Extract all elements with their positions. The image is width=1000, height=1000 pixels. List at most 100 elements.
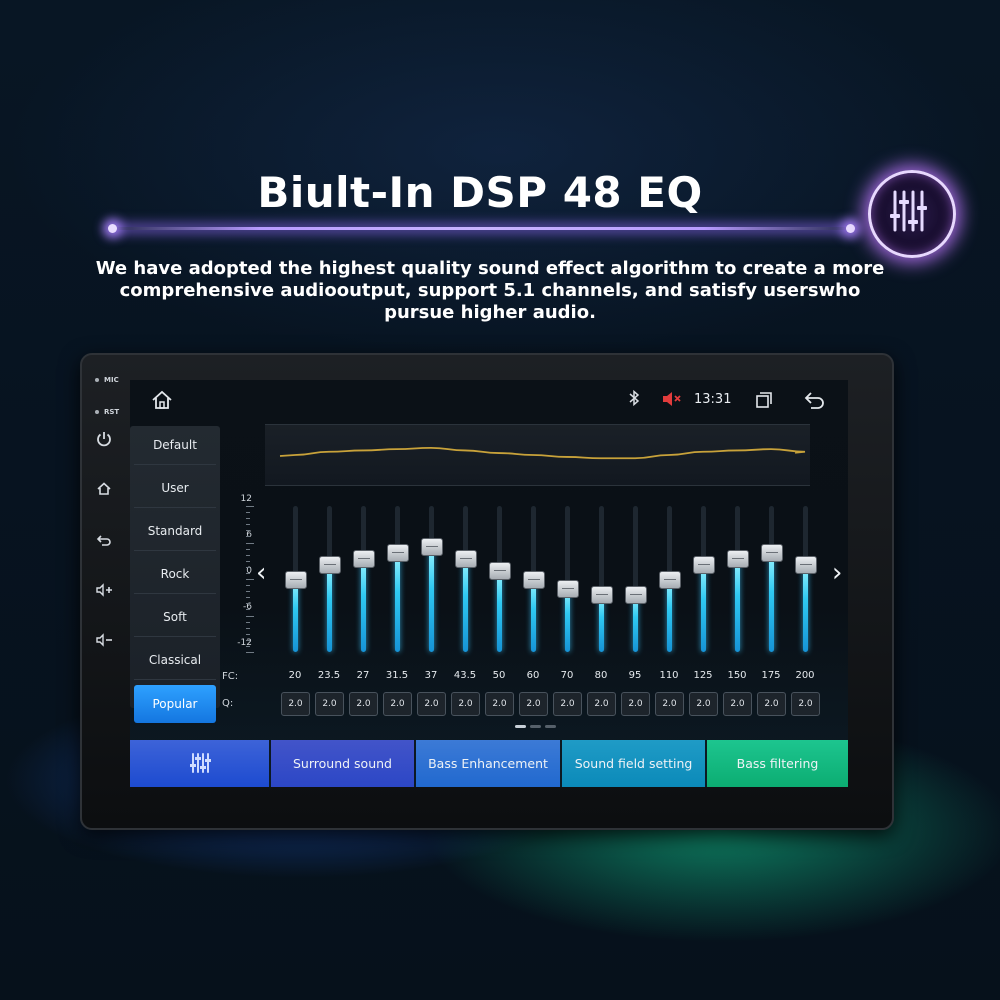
- bluetooth-icon[interactable]: [627, 389, 641, 411]
- preset-soft[interactable]: Soft: [134, 598, 216, 637]
- clock: 13:31: [694, 392, 732, 407]
- q-value-box[interactable]: 2.0: [553, 692, 582, 716]
- back-icon[interactable]: [94, 530, 114, 550]
- q-value-box[interactable]: 2.0: [485, 692, 514, 716]
- home-icon[interactable]: [94, 479, 114, 499]
- q-value-box[interactable]: 2.0: [723, 692, 752, 716]
- eq-band-track[interactable]: [598, 506, 604, 652]
- subtitle-line: We have adopted the highest quality soun…: [95, 258, 885, 279]
- q-value-box[interactable]: 2.0: [757, 692, 786, 716]
- eq-band-knob[interactable]: [659, 571, 681, 589]
- scale-tick: [246, 530, 250, 532]
- volume-down-icon[interactable]: [94, 630, 114, 650]
- q-value-box[interactable]: 2.0: [451, 692, 480, 716]
- page-dot[interactable]: [530, 725, 541, 728]
- eq-band-knob[interactable]: [353, 549, 375, 568]
- eq-band-track[interactable]: [564, 506, 570, 652]
- eq-band-knob[interactable]: [591, 586, 613, 605]
- q-value-box[interactable]: 2.0: [689, 692, 718, 716]
- preset-rock[interactable]: Rock: [134, 555, 216, 594]
- q-value-box[interactable]: 2.0: [519, 692, 548, 716]
- reset-hole[interactable]: [95, 410, 99, 414]
- home-icon[interactable]: [150, 388, 174, 412]
- equalizer-badge-icon: [868, 170, 956, 258]
- fc-value: 31.5: [385, 670, 409, 681]
- eq-band-knob[interactable]: [421, 537, 443, 556]
- glow-divider: [112, 227, 852, 230]
- q-value-box[interactable]: 2.0: [655, 692, 684, 716]
- eq-band-knob[interactable]: [727, 549, 749, 568]
- tab-sound-field-setting[interactable]: Sound field setting: [562, 740, 705, 787]
- scale-tick: [246, 639, 250, 641]
- eq-band-knob[interactable]: [795, 555, 817, 574]
- q-value-box[interactable]: 2.0: [349, 692, 378, 716]
- eq-band-knob[interactable]: [455, 549, 477, 568]
- mute-icon[interactable]: [661, 390, 683, 408]
- scale-tick: [246, 652, 254, 653]
- scale-tick: [246, 627, 250, 629]
- eq-band-level: [666, 579, 672, 652]
- tab-bass-filtering[interactable]: Bass filtering: [707, 740, 848, 787]
- preset-standard[interactable]: Standard: [134, 512, 216, 551]
- subtitle: We have adopted the highest quality soun…: [60, 258, 920, 324]
- q-value-box[interactable]: 2.0: [281, 692, 310, 716]
- scale-tick: [246, 603, 250, 605]
- eq-band-track[interactable]: [632, 506, 638, 652]
- eq-band-level: [564, 588, 570, 652]
- next-page-icon[interactable]: ›: [832, 558, 843, 588]
- q-value-box[interactable]: 2.0: [383, 692, 412, 716]
- scale-tick: [246, 524, 250, 526]
- tab-equalizer[interactable]: [130, 740, 269, 787]
- q-label: Q:: [222, 698, 234, 709]
- q-value-box[interactable]: 2.0: [417, 692, 446, 716]
- scale-tick: [246, 597, 250, 599]
- page-dot[interactable]: [515, 725, 526, 728]
- eq-band-level: [802, 563, 808, 652]
- eq-band-knob[interactable]: [489, 561, 511, 580]
- fc-value: 60: [526, 670, 540, 681]
- scale-tick: [246, 566, 250, 568]
- prev-page-icon[interactable]: ‹: [256, 558, 267, 588]
- preset-popular[interactable]: Popular: [134, 685, 216, 723]
- q-value-box[interactable]: 2.0: [621, 692, 650, 716]
- power-icon[interactable]: [94, 429, 114, 449]
- q-value-box[interactable]: 2.0: [587, 692, 616, 716]
- eq-band-knob[interactable]: [319, 555, 341, 574]
- fc-value: 37: [424, 670, 438, 681]
- fc-value: 23.5: [317, 670, 341, 681]
- eq-band-knob[interactable]: [557, 580, 579, 599]
- recent-apps-icon[interactable]: [754, 390, 774, 410]
- tab-bass-enhancement[interactable]: Bass Enhancement: [416, 740, 560, 787]
- tab-surround-sound[interactable]: Surround sound: [271, 740, 414, 787]
- eq-band-level: [632, 594, 638, 652]
- headline: Biult-In DSP 48 EQ: [257, 168, 703, 217]
- eq-band-level: [768, 551, 774, 652]
- page-dot[interactable]: [545, 725, 556, 728]
- preset-user[interactable]: User: [134, 469, 216, 508]
- glow-dot-left: [108, 224, 117, 233]
- scale-label: -12: [237, 638, 252, 648]
- eq-band-level: [394, 551, 400, 652]
- q-value-box[interactable]: 2.0: [315, 692, 344, 716]
- volume-up-icon[interactable]: [94, 580, 114, 600]
- fc-value: 95: [628, 670, 642, 681]
- fc-value: 80: [594, 670, 608, 681]
- scale-tick: [246, 554, 250, 556]
- preset-classical[interactable]: Classical: [134, 641, 216, 680]
- preset-default[interactable]: Default: [134, 426, 216, 465]
- eq-band-level: [496, 569, 502, 652]
- eq-band-knob[interactable]: [761, 543, 783, 562]
- eq-band-knob[interactable]: [285, 571, 307, 589]
- equalizer-icon: [189, 753, 211, 773]
- back-icon[interactable]: [803, 389, 827, 411]
- eq-band-knob[interactable]: [387, 543, 409, 562]
- eq-band-knob[interactable]: [523, 571, 545, 589]
- q-value-box[interactable]: 2.0: [791, 692, 820, 716]
- bottom-tabs: Surround sound Bass Enhancement Sound fi…: [130, 740, 848, 787]
- scale-label: 6: [246, 530, 252, 540]
- eq-band-knob[interactable]: [693, 555, 715, 574]
- fc-value: 110: [659, 670, 679, 681]
- eq-band-level: [326, 563, 332, 652]
- eq-band-level: [734, 557, 740, 652]
- eq-band-knob[interactable]: [625, 586, 647, 605]
